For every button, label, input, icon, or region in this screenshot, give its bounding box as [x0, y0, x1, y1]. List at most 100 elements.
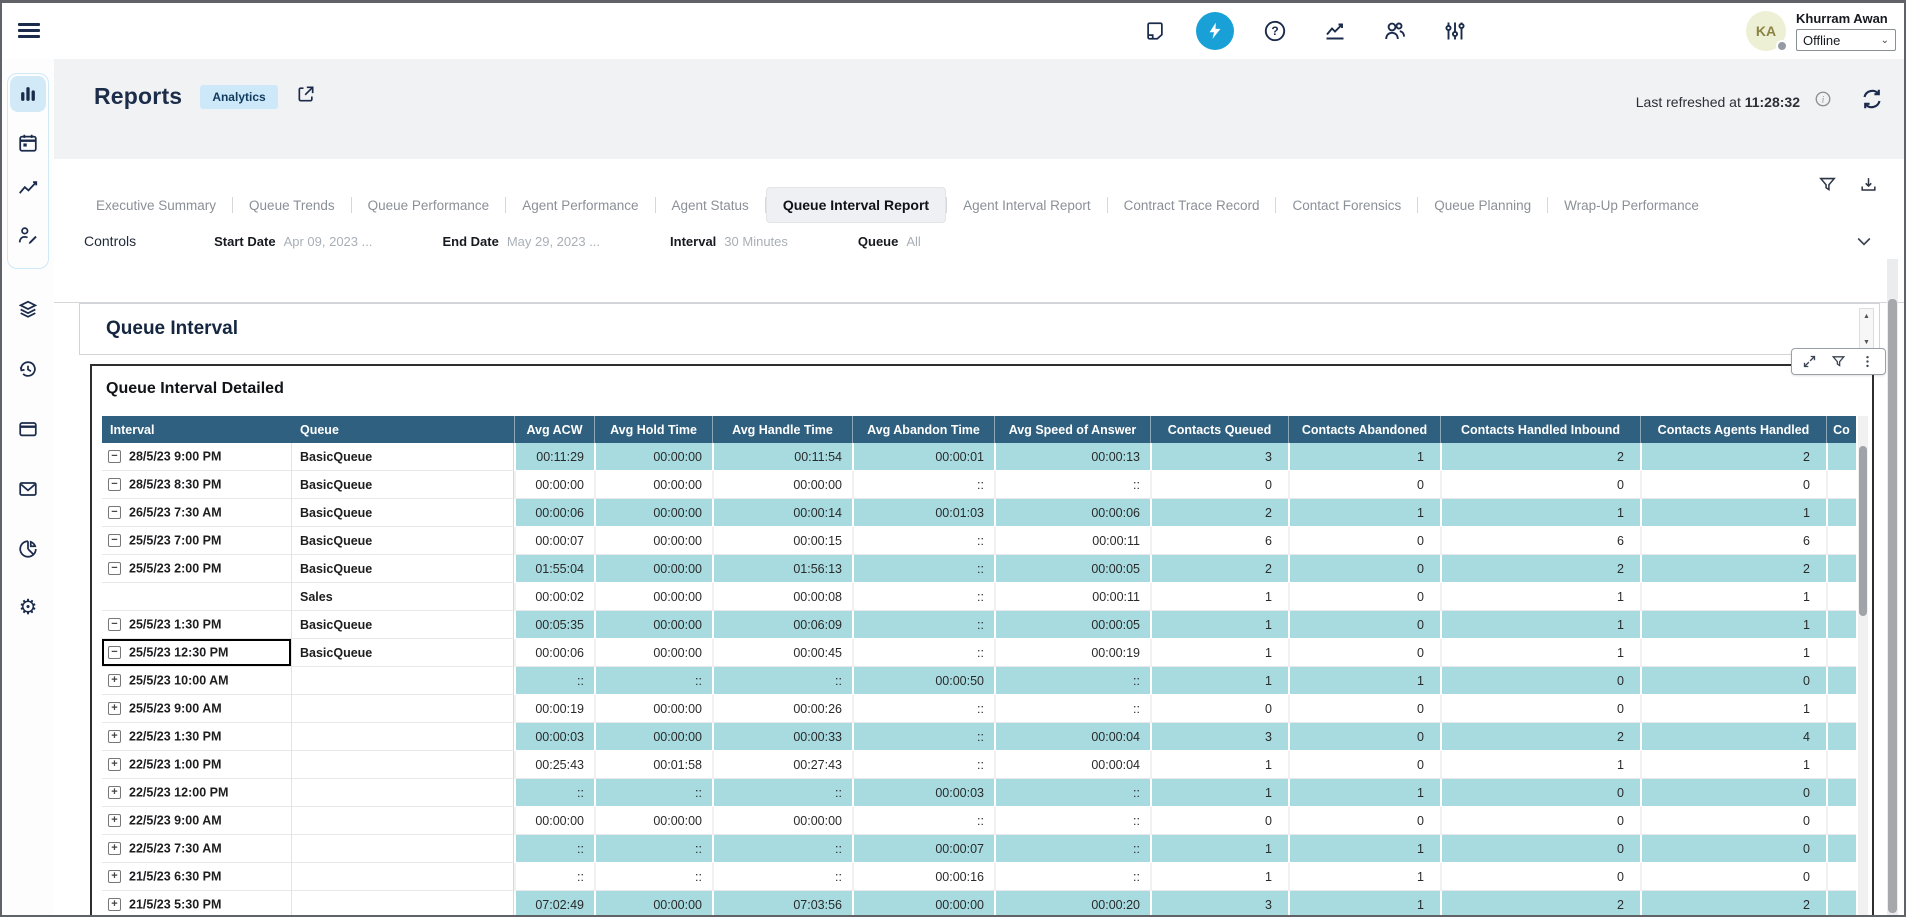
mail-icon[interactable]: [10, 471, 46, 507]
scroll-down-icon[interactable]: ▼: [1863, 338, 1870, 346]
hamburger-menu-icon[interactable]: [18, 20, 40, 40]
collapse-row-icon[interactable]: −: [108, 506, 121, 520]
external-link-icon[interactable]: [296, 84, 316, 109]
interval-cell[interactable]: −25/5/23 1:30 PM: [102, 611, 292, 639]
interval-cell[interactable]: +22/5/23 12:00 PM: [102, 779, 292, 807]
column-header-avg-acw[interactable]: Avg ACW: [514, 416, 594, 443]
queue-filter[interactable]: Queue All: [857, 233, 921, 249]
interval-cell[interactable]: +25/5/23 9:00 AM: [102, 695, 292, 723]
page-scrollbar-thumb[interactable]: [1888, 299, 1897, 913]
tab-wrap-up-performance[interactable]: Wrap-Up Performance: [1564, 197, 1699, 213]
interval-cell[interactable]: [102, 583, 292, 611]
metric-cell: 00:00:16: [852, 863, 994, 891]
tab-queue-trends[interactable]: Queue Trends: [249, 197, 335, 213]
queue-cell: [292, 667, 514, 695]
interval-cell[interactable]: −26/5/23 7:30 AM: [102, 499, 292, 527]
column-header-co[interactable]: Co: [1826, 416, 1856, 443]
interval-filter[interactable]: Interval 30 Minutes: [670, 233, 788, 249]
avatar[interactable]: KA: [1746, 11, 1788, 52]
window-icon[interactable]: [10, 411, 46, 447]
calendar-icon[interactable]: [10, 125, 46, 161]
more-options-icon[interactable]: [1860, 354, 1875, 369]
collapse-row-icon[interactable]: −: [108, 646, 121, 660]
expand-row-icon[interactable]: +: [108, 730, 121, 744]
tab-executive-summary[interactable]: Executive Summary: [96, 197, 217, 213]
column-header-avg-speed-of-answer[interactable]: Avg Speed of Answer: [994, 416, 1150, 443]
pie-chart-icon[interactable]: [10, 531, 46, 567]
metric-cell: 00:00:33: [712, 723, 852, 751]
expand-row-icon[interactable]: +: [108, 758, 121, 772]
expand-row-icon[interactable]: +: [108, 870, 121, 884]
line-chart-icon[interactable]: [10, 171, 46, 207]
gear-icon[interactable]: ⚙: [18, 595, 38, 619]
metrics-icon[interactable]: [1316, 12, 1354, 50]
table-scrollbar[interactable]: [1858, 416, 1868, 915]
interval-cell[interactable]: +22/5/23 9:00 AM: [102, 807, 292, 835]
info-icon[interactable]: i: [1814, 90, 1832, 113]
filter-icon[interactable]: [1818, 175, 1837, 199]
expand-row-icon[interactable]: +: [108, 702, 121, 716]
metric-cell: 1: [1150, 863, 1288, 891]
interval-cell[interactable]: −25/5/23 12:30 PM: [102, 639, 292, 667]
interval-cell[interactable]: +22/5/23 7:30 AM: [102, 835, 292, 863]
tab-queue-planning[interactable]: Queue Planning: [1434, 197, 1532, 213]
table-scrollbar-thumb[interactable]: [1859, 446, 1867, 616]
expand-row-icon[interactable]: +: [108, 674, 121, 688]
collapse-row-icon[interactable]: −: [108, 478, 121, 492]
tab-queue-performance[interactable]: Queue Performance: [367, 197, 490, 213]
agent-edit-icon[interactable]: [10, 217, 46, 253]
column-header-avg-abandon-time[interactable]: Avg Abandon Time: [852, 416, 994, 443]
interval-cell[interactable]: −28/5/23 9:00 PM: [102, 443, 292, 471]
layers-icon[interactable]: [10, 291, 46, 327]
column-header-interval[interactable]: Interval: [102, 416, 292, 443]
column-header-avg-hold-time[interactable]: Avg Hold Time: [594, 416, 712, 443]
controls-collapse-chevron-icon[interactable]: [1854, 231, 1874, 256]
status-dropdown[interactable]: Offline ⌄: [1796, 29, 1896, 51]
queue-cell: Sales: [292, 583, 514, 611]
interval-cell[interactable]: +22/5/23 1:30 PM: [102, 723, 292, 751]
notes-icon[interactable]: [1136, 12, 1174, 50]
column-header-contacts-abandoned[interactable]: Contacts Abandoned: [1288, 416, 1440, 443]
interval-cell[interactable]: +25/5/23 10:00 AM: [102, 667, 292, 695]
column-header-contacts-agents-handled[interactable]: Contacts Agents Handled: [1640, 416, 1826, 443]
expand-row-icon[interactable]: +: [108, 814, 121, 828]
download-icon[interactable]: [1859, 175, 1878, 199]
tab-contract-trace-record[interactable]: Contract Trace Record: [1123, 197, 1260, 213]
boost-icon[interactable]: [1196, 12, 1234, 50]
column-header-contacts-queued[interactable]: Contacts Queued: [1150, 416, 1288, 443]
interval-cell[interactable]: +22/5/23 1:00 PM: [102, 751, 292, 779]
collapse-row-icon[interactable]: −: [108, 534, 121, 548]
expand-row-icon[interactable]: +: [108, 898, 121, 912]
interval-cell[interactable]: −25/5/23 2:00 PM: [102, 555, 292, 583]
refresh-icon[interactable]: [1860, 87, 1884, 116]
interval-cell[interactable]: −28/5/23 8:30 PM: [102, 471, 292, 499]
collapse-row-icon[interactable]: −: [108, 618, 121, 632]
expand-row-icon[interactable]: +: [108, 842, 121, 856]
tab-agent-performance[interactable]: Agent Performance: [522, 197, 639, 213]
users-icon[interactable]: [1376, 12, 1414, 50]
history-icon[interactable]: [10, 351, 46, 387]
page-scrollbar[interactable]: [1887, 259, 1898, 915]
column-header-contacts-handled-inbound[interactable]: Contacts Handled Inbound: [1440, 416, 1640, 443]
bar-chart-icon[interactable]: [10, 76, 46, 112]
expand-visual-icon[interactable]: [1802, 354, 1817, 369]
interval-cell[interactable]: −25/5/23 7:00 PM: [102, 527, 292, 555]
column-header-avg-handle-time[interactable]: Avg Handle Time: [712, 416, 852, 443]
tab-agent-status[interactable]: Agent Status: [671, 197, 749, 213]
tab-contact-forensics[interactable]: Contact Forensics: [1292, 197, 1402, 213]
start-date-filter[interactable]: Start Date Apr 09, 2023 ...: [214, 233, 373, 249]
tab-queue-interval-report[interactable]: Queue Interval Report: [765, 187, 947, 223]
collapse-row-icon[interactable]: −: [108, 450, 121, 464]
settings-sliders-icon[interactable]: [1436, 12, 1474, 50]
interval-cell[interactable]: +21/5/23 6:30 PM: [102, 863, 292, 891]
column-header-queue[interactable]: Queue: [292, 416, 514, 443]
section-scrollbar[interactable]: ▲ ▼: [1859, 308, 1874, 350]
help-icon[interactable]: ?: [1256, 12, 1294, 50]
collapse-row-icon[interactable]: −: [108, 562, 121, 576]
interval-cell[interactable]: +21/5/23 5:30 PM: [102, 891, 292, 915]
visual-filter-icon[interactable]: [1831, 354, 1846, 369]
end-date-filter[interactable]: End Date May 29, 2023 ...: [442, 233, 601, 249]
expand-row-icon[interactable]: +: [108, 786, 121, 800]
tab-agent-interval-report[interactable]: Agent Interval Report: [963, 197, 1091, 213]
scroll-up-icon[interactable]: ▲: [1863, 312, 1870, 320]
